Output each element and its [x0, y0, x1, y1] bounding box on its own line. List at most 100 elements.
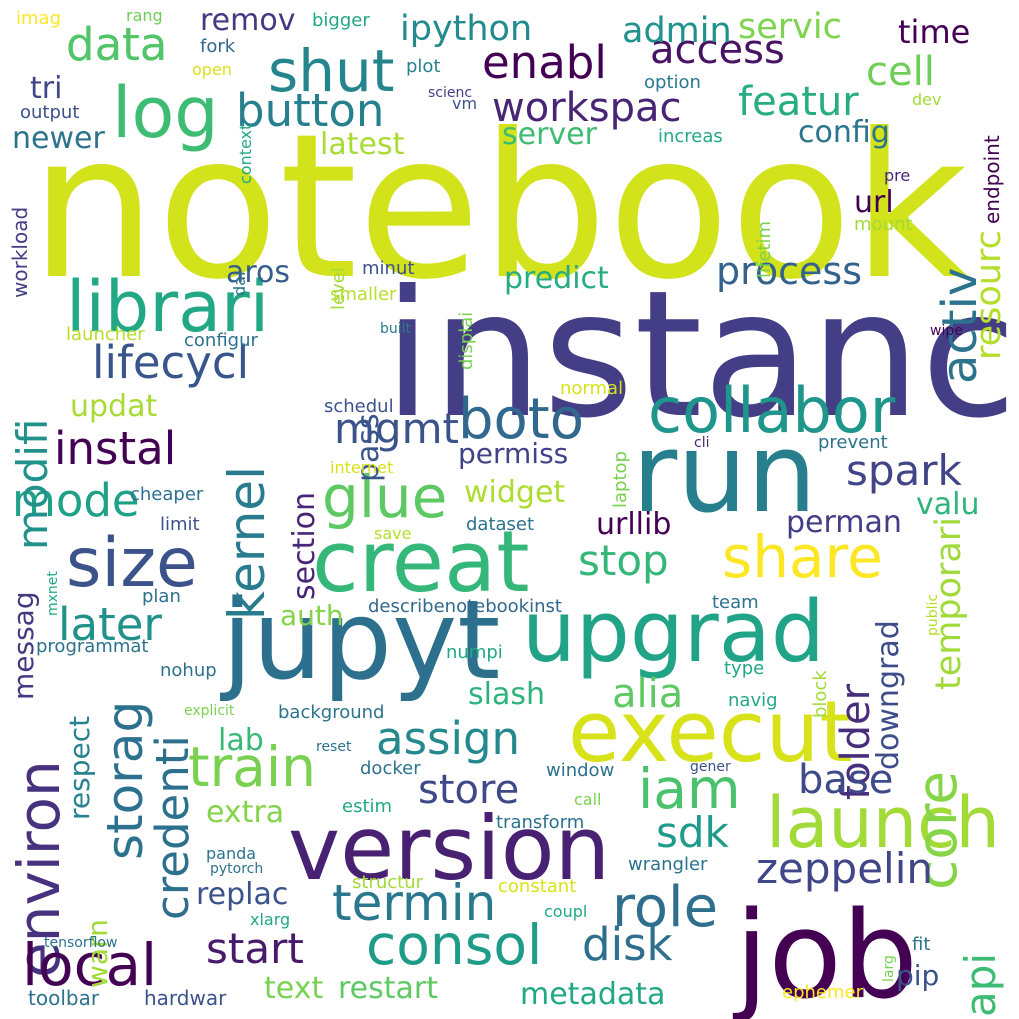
cloud-word: version — [288, 797, 611, 900]
cloud-word: fork — [200, 36, 236, 57]
cloud-word: structur — [352, 872, 424, 893]
cloud-word: latest — [320, 127, 405, 162]
cloud-word: cli — [694, 435, 710, 451]
cloud-word: output — [20, 102, 80, 123]
cloud-word: reset — [316, 739, 352, 755]
cloud-word: storag — [96, 700, 154, 860]
cloud-word: mount — [854, 214, 913, 235]
cloud-word: save — [374, 524, 412, 543]
cloud-word: kernel — [218, 466, 276, 620]
cloud-word: section — [287, 491, 322, 600]
cloud-word: size — [66, 524, 198, 603]
cloud-word: config — [798, 115, 890, 150]
cloud-word: block — [810, 670, 831, 718]
cloud-word: assign — [376, 712, 521, 765]
cloud-word: ipython — [400, 9, 533, 49]
cloud-word: rang — [126, 6, 163, 25]
cloud-word: data — [66, 18, 168, 71]
cloud-word: nohup — [160, 660, 217, 681]
cloud-word: pytorch — [210, 861, 264, 877]
cloud-word: librari — [66, 266, 270, 348]
cloud-word: valu — [916, 487, 980, 522]
cloud-word: programmat — [36, 636, 149, 657]
cloud-word: boto — [458, 387, 585, 452]
cloud-word: instanc — [383, 254, 1017, 457]
cloud-word: prevent — [818, 432, 888, 453]
cloud-word: process — [716, 249, 863, 293]
cloud-word: instal — [54, 422, 177, 475]
cloud-word: auth — [280, 599, 344, 632]
cloud-word: tensorflow — [44, 935, 118, 951]
cloud-word: spark — [846, 446, 962, 495]
cloud-word: increas — [658, 126, 723, 147]
cloud-word: featur — [738, 79, 859, 125]
cloud-word: iam — [638, 757, 741, 821]
cloud-word: zeppelin — [756, 844, 934, 893]
cloud-word: restart — [338, 971, 439, 1006]
cloud-word: text — [264, 971, 324, 1006]
cloud-word: panda — [206, 844, 257, 863]
cloud-word: laptop — [610, 451, 631, 508]
cloud-word: limit — [160, 514, 200, 535]
cloud-word: schedul — [324, 396, 394, 417]
cloud-word: dev — [912, 90, 942, 109]
cloud-word: plan — [142, 586, 181, 607]
cloud-word: time — [898, 13, 971, 51]
cloud-word: downgrad — [871, 620, 906, 770]
cloud-word: messag — [7, 591, 40, 700]
cloud-word: log — [112, 72, 219, 154]
cloud-word: consol — [366, 913, 543, 977]
cloud-word: context — [236, 123, 255, 184]
cloud-word: warn — [81, 919, 114, 988]
cloud-word: imag — [16, 8, 61, 29]
cloud-word: pip — [896, 959, 940, 992]
cloud-word: minut — [362, 258, 415, 279]
cloud-word: lifecycl — [92, 336, 250, 389]
cloud-word: cell — [866, 49, 935, 95]
cloud-word: api — [956, 952, 1005, 1017]
cloud-word: transform — [496, 812, 585, 833]
cloud-word: role — [612, 875, 719, 940]
cloud-word: estim — [342, 796, 393, 817]
cloud-word: workspac — [492, 85, 682, 131]
cloud-word: credenti — [146, 735, 199, 920]
cloud-word: option — [644, 72, 701, 93]
cloud-word: server — [502, 117, 597, 152]
cloud-word: execut — [568, 683, 853, 782]
cloud-word: gener — [690, 759, 731, 775]
cloud-word: explicit — [184, 703, 235, 719]
cloud-word: widget — [464, 475, 566, 510]
cloud-word: hardwar — [144, 986, 227, 1010]
cloud-word: url — [854, 185, 894, 220]
cloud-word: servic — [738, 7, 842, 47]
cloud-word: stop — [578, 536, 669, 585]
cloud-word: termin — [332, 874, 497, 932]
cloud-word: resourc — [969, 230, 1009, 360]
cloud-word: bigger — [312, 10, 370, 31]
cloud-word: tri — [30, 71, 63, 106]
cloud-word: toolbar — [28, 986, 100, 1010]
cloud-word: call — [574, 790, 602, 809]
cloud-word: modifi — [8, 418, 57, 550]
cloud-word: store — [418, 767, 520, 813]
cloud-word: later — [58, 598, 162, 651]
cloud-word: slash — [468, 677, 545, 712]
cloud-word: numpi — [446, 642, 503, 663]
cloud-word: replac — [196, 877, 289, 912]
cloud-word: docker — [360, 758, 421, 779]
cloud-word: cheaper — [130, 484, 204, 505]
cloud-word: larg — [881, 955, 897, 982]
cloud-word: data — [66, 18, 168, 71]
cloud-word: open — [192, 60, 232, 79]
cloud-word: admin — [622, 11, 732, 51]
cloud-word: dataset — [466, 514, 535, 535]
cloud-word: team — [712, 592, 759, 613]
cloud-word: vm — [452, 94, 478, 113]
cloud-word: pre — [884, 166, 911, 185]
cloud-word: shut — [268, 37, 395, 105]
cloud-word: permiss — [458, 437, 569, 470]
cloud-word: configur — [184, 330, 258, 351]
cloud-word: disk — [582, 918, 673, 971]
cloud-word: fit — [912, 934, 931, 955]
